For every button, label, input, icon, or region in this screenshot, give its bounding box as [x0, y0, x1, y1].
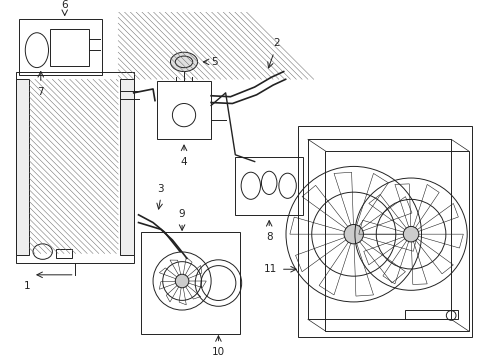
Bar [405, 310, 458, 319]
Text: 7: 7 [37, 87, 44, 97]
Ellipse shape [171, 52, 197, 72]
Bar [56, 249, 72, 258]
Text: 11: 11 [264, 264, 277, 274]
Bar [120, 79, 134, 256]
Bar [325, 151, 468, 331]
Text: 1: 1 [24, 281, 30, 291]
Text: 9: 9 [179, 209, 185, 219]
Text: 4: 4 [181, 157, 187, 167]
Text: 2: 2 [273, 38, 280, 48]
Bar [142, 232, 240, 334]
Bar [298, 126, 472, 337]
Bar [308, 139, 451, 319]
Circle shape [344, 225, 364, 244]
Circle shape [403, 226, 419, 242]
Bar [20, 19, 102, 76]
Text: 3: 3 [157, 184, 164, 194]
Circle shape [175, 274, 189, 288]
Bar [16, 72, 134, 263]
Bar [157, 81, 211, 139]
Text: 6: 6 [61, 0, 68, 10]
Text: 10: 10 [212, 347, 225, 357]
Bar [235, 157, 303, 215]
Bar [16, 79, 29, 256]
Text: 8: 8 [266, 232, 272, 242]
Bar [50, 29, 89, 66]
Text: 5: 5 [211, 57, 218, 67]
